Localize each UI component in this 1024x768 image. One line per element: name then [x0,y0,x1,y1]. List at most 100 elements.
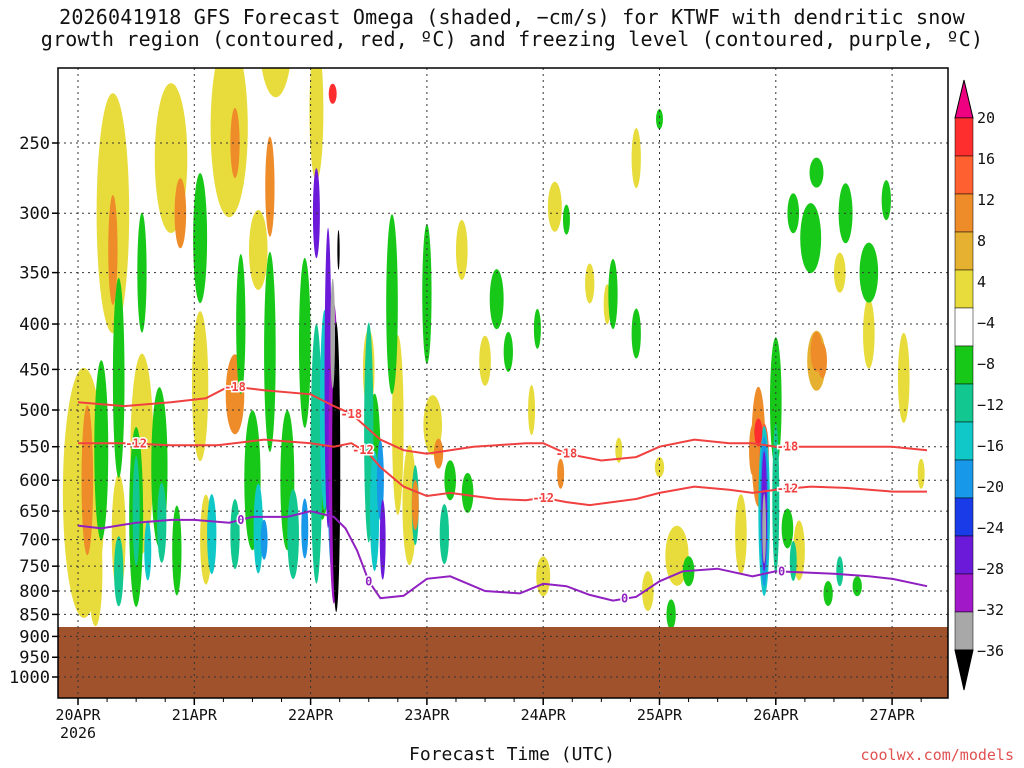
colorbar-label: −16 [977,437,1004,455]
y-axis: 2503003504004505005506006507007508008509… [9,134,58,688]
omega-shade-cell [762,493,767,564]
omega-shade-cell [881,180,891,221]
omega-shade-cell [191,311,209,462]
omega-shade-cell [207,494,217,575]
omega-shade-cell [479,335,491,386]
colorbar-label: −32 [977,601,1004,619]
contour-line-minus18 [77,385,928,462]
colorbar-segment [954,497,974,537]
y-tick-label: 850 [19,605,50,625]
omega-shade-cell [562,204,570,235]
x-tick-label: 22APR [288,706,334,724]
omega-shade-cell [772,424,780,575]
y-tick-label: 800 [19,582,50,602]
grid-lines [58,68,948,698]
x-tick-label: 27APR [870,706,916,724]
colorbar-label: −4 [977,314,995,332]
omega-shade-core [230,108,240,178]
colorbar: 20 16 12 8 4 −4 −8 −12 −16 −20 −24 −28 −32 −36 [954,79,1004,691]
colorbar-label: 4 [977,273,986,291]
omega-shade-cell [433,438,444,469]
colorbar-segment [954,421,974,461]
colorbar-segment [954,155,974,195]
plot-area: -18 -18 -18 -18 -12 -12 -12 -12 0 0 0 0 [58,0,948,698]
colorbar-top-arrow [954,79,974,119]
omega-shade-cell [341,0,350,22]
omega-shade-cell [897,332,910,423]
omega-shade-cell [654,457,665,478]
contour-label: 0 [621,592,628,606]
colorbar-segment [954,193,974,233]
omega-shade-cell [489,269,504,330]
omega-shade-cell [144,520,152,581]
colorbar-segment [954,573,974,613]
omega-shade-cell [863,298,875,369]
contour-label: -18 [777,440,799,454]
contour-label: 0 [237,513,244,527]
omega-shade-cell [823,580,833,606]
colorbar-segment [954,117,974,157]
y-tick-label: 1000 [9,668,50,688]
y-tick-label: 750 [19,557,50,577]
omega-shade-cell [248,209,268,290]
omega-shade-cell [376,440,384,521]
omega-shade-cell [310,323,323,584]
omega-shade-cell [369,451,380,572]
colorbar-label: 12 [977,191,995,209]
omega-shade-cell [114,536,124,607]
omega-shade-cell [800,203,822,274]
contour-label: -12 [532,491,554,505]
omega-shade-cell [528,385,536,435]
y-tick-label: 350 [19,264,50,284]
omega-shade-cell [455,219,468,280]
x-tick-label: 24APR [521,706,567,724]
omega-shade-cell [330,278,336,389]
omega-shade-core [108,194,118,305]
omega-shade-cell [337,229,340,270]
y-tick-label: 900 [19,627,50,647]
contour-label: -12 [352,443,374,457]
omega-shade-cell [444,460,456,501]
omega-shade-cell [631,308,641,359]
contour-label: -18 [556,447,578,461]
y-tick-label: 300 [19,204,50,224]
contour-label: -12 [125,437,147,451]
x-tick-year: 2026 [60,724,96,742]
contour-lines: -18 -18 -18 -18 -12 -12 -12 -12 0 0 0 0 [77,378,928,607]
omega-shade-cell [608,259,618,330]
omega-shade-cell [439,504,449,565]
x-tick-label: 25APR [637,706,683,724]
x-axis: 20APR 21APR 22APR 23APR 24APR 25APR 26APR 27APR… [55,698,922,742]
contour-line-zero [77,510,928,602]
y-tick-label: 600 [19,471,50,491]
x-tick-label: 20APR [55,706,101,724]
x-tick-label: 26APR [753,706,799,724]
omega-shade-core [328,83,337,104]
omega-shade-cell [503,331,513,372]
omega-shade-cell [137,212,147,333]
contour-label: -18 [340,407,362,421]
colorbar-label: −24 [977,519,1004,537]
colorbar-segment [954,269,974,309]
colorbar-label: −20 [977,478,1004,496]
omega-shade-cell [261,68,290,98]
omega-shade-cell [298,257,311,428]
omega-shade-cell [112,277,125,478]
omega-shade-cell [917,458,925,489]
omega-shade-cell [136,0,164,51]
contour-label: 0 [365,574,372,588]
omega-shade-cell [287,489,299,580]
colorbar-label: 20 [977,109,995,127]
omega-shade-cell [94,360,109,541]
omega-shading [62,0,925,630]
y-tick-label: 550 [19,438,50,458]
contour-label: 0 [778,565,785,579]
omega-shade-core [749,425,757,476]
omega-shade-core [817,343,827,379]
omega-shade-cell [172,505,182,596]
colorbar-segment [954,231,974,271]
omega-shade-cell [301,498,309,559]
omega-shade-cell [309,68,324,181]
